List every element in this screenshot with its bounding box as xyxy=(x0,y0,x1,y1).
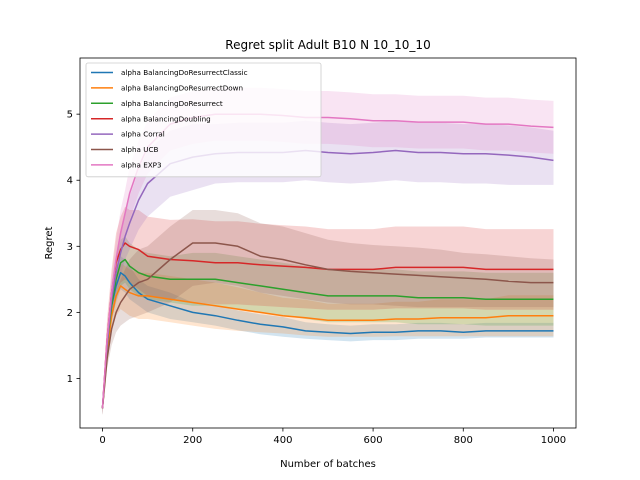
confidence-band-2 xyxy=(102,236,554,415)
y-axis-label: Regret xyxy=(44,226,55,259)
legend-entry-0: alpha BalancingDoResurrectClassic xyxy=(121,68,248,77)
x-tick-label: 1000 xyxy=(541,435,566,446)
legend: alpha BalancingDoResurrectClassic alpha B… xyxy=(85,62,322,178)
y-tick-label: 1 xyxy=(67,374,73,385)
y-tick-label: 3 xyxy=(67,242,73,253)
confidence-band-0 xyxy=(102,256,554,415)
confidence-band-1 xyxy=(102,262,554,415)
legend-entry-1: alpha BalancingDoResurrectDown xyxy=(121,84,243,93)
plot-frame xyxy=(79,57,577,429)
x-tick-label: 400 xyxy=(273,435,292,446)
confidence-band-4 xyxy=(102,120,554,415)
x-tick-label: 600 xyxy=(364,435,383,446)
legend-entry-6: alpha EXP3 xyxy=(121,161,162,170)
confidence-band-3 xyxy=(102,206,554,415)
x-tick-label: 800 xyxy=(454,435,473,446)
y-axis-ticks: 1 2 3 4 5 xyxy=(67,110,80,385)
series-line-0 xyxy=(101,271,554,409)
legend-box xyxy=(85,62,322,178)
x-tick-label: 200 xyxy=(183,435,202,446)
confidence-band-6 xyxy=(102,87,554,415)
legend-entry-5: alpha UCB xyxy=(121,145,158,154)
x-tick-label: 0 xyxy=(99,435,105,446)
y-tick-label: 4 xyxy=(67,176,73,187)
series-line-1 xyxy=(101,285,554,409)
confidence-band-5 xyxy=(102,210,554,415)
confidence-bands xyxy=(102,87,554,415)
x-axis-label: Number of batches xyxy=(280,459,376,470)
legend-entry-3: alpha BalancingDoubling xyxy=(121,114,211,123)
y-tick-label: 5 xyxy=(67,110,73,121)
y-tick-label: 2 xyxy=(67,308,73,319)
x-axis-ticks: 0 200 400 600 800 1000 xyxy=(99,428,566,446)
series-line-2 xyxy=(101,258,554,409)
series-line-5 xyxy=(101,242,554,409)
legend-entry-4: alpha Corral xyxy=(121,130,165,139)
legend-entry-2: alpha BalancingDoResurrect xyxy=(121,99,223,108)
chart-title: Regret split Adult B10 N 10_10_10 xyxy=(225,38,430,52)
